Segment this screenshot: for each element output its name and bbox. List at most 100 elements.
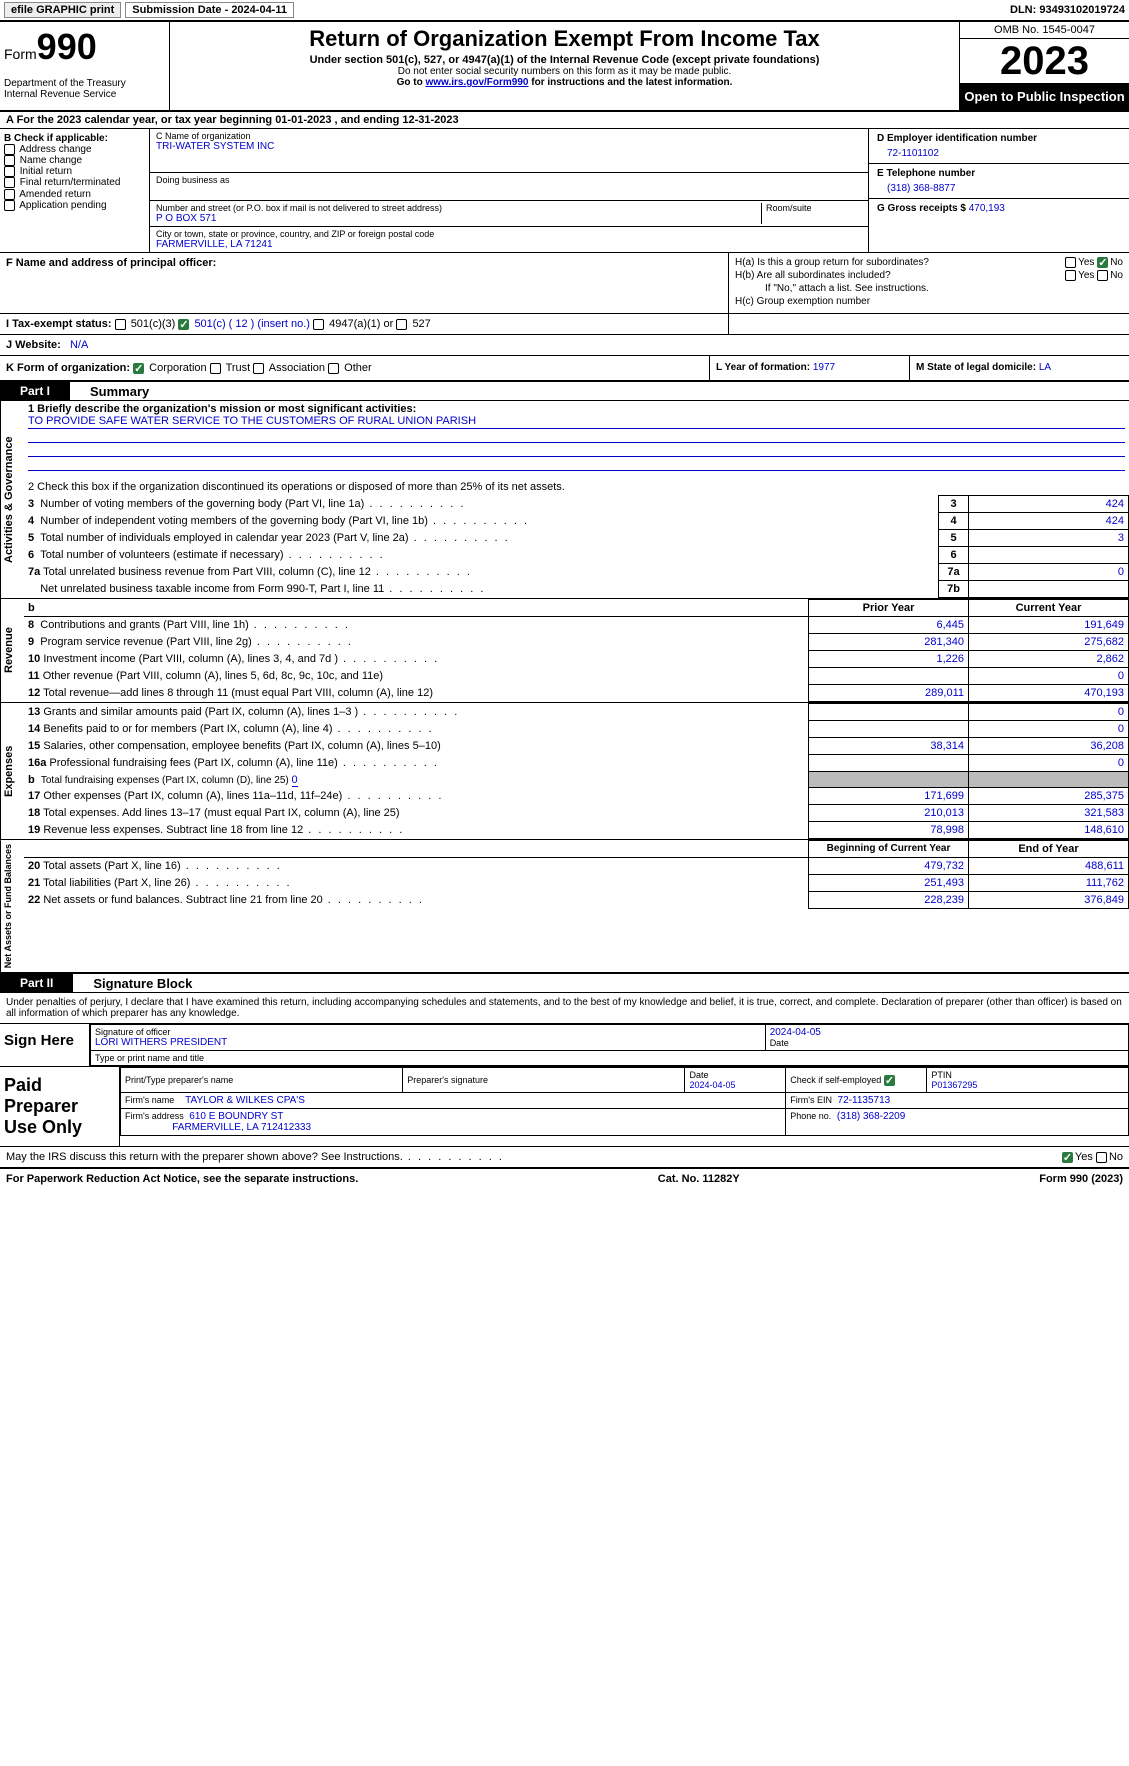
- chk-corporation[interactable]: [133, 363, 144, 374]
- l-value: 1977: [813, 362, 835, 373]
- begin-year-hdr: Beginning of Current Year: [809, 841, 969, 858]
- prep-date-cell: Date 2024-04-05: [685, 1068, 786, 1093]
- l-label: L Year of formation:: [716, 362, 813, 373]
- chk-final-return[interactable]: Final return/terminated: [4, 177, 145, 188]
- vtab-expenses: Expenses: [0, 703, 24, 839]
- firm-name-cell: Firm's name TAYLOR & WILKES CPA'S: [121, 1093, 786, 1109]
- paid-preparer-fields: Print/Type preparer's name Preparer's si…: [120, 1067, 1129, 1146]
- chk-527[interactable]: [396, 319, 407, 330]
- chk-501c3[interactable]: [115, 319, 126, 330]
- part-ii-tab: Part II: [0, 974, 73, 992]
- rev-row-10: 10 Investment income (Part VIII, column …: [24, 651, 1129, 668]
- ha-label: H(a) Is this a group return for subordin…: [735, 257, 929, 268]
- firm-addr-cell: Firm's address 610 E BOUNDRY ST FARMERVI…: [121, 1109, 786, 1136]
- discuss-yes-chk[interactable]: [1062, 1152, 1073, 1163]
- org-city: FARMERVILLE, LA 71241: [156, 239, 862, 250]
- mission-blank-1: [28, 429, 1125, 443]
- irs-link[interactable]: www.irs.gov/Form990: [425, 77, 528, 88]
- prep-name-hdr: Print/Type preparer's name: [121, 1068, 403, 1093]
- phone-header: E Telephone number: [877, 168, 1121, 179]
- section-m-state: M State of legal domicile: LA: [909, 356, 1129, 380]
- efile-print-button[interactable]: efile GRAPHIC print: [4, 2, 121, 18]
- hb-yes-chk[interactable]: [1065, 270, 1076, 281]
- mission-blank-2: [28, 443, 1125, 457]
- chk-trust[interactable]: [210, 363, 221, 374]
- row-k-l-m: K Form of organization: Corporation Trus…: [0, 356, 1129, 382]
- top-bar: efile GRAPHIC print Submission Date - 20…: [0, 0, 1129, 22]
- h-a-line: H(a) Is this a group return for subordin…: [735, 257, 1123, 268]
- section-c-org-info: C Name of organization TRI-WATER SYSTEM …: [150, 129, 869, 252]
- hc-label: H(c) Group exemption number: [735, 296, 1123, 307]
- j-value: N/A: [70, 339, 88, 351]
- section-b-header: B Check if applicable:: [4, 133, 145, 144]
- gross-header: G Gross receipts $: [877, 203, 969, 214]
- part-ii-header: Part II Signature Block: [0, 974, 1129, 993]
- footer-mid: Cat. No. 11282Y: [658, 1173, 740, 1185]
- current-year-hdr: Current Year: [969, 600, 1129, 617]
- j-label: J Website:: [6, 339, 61, 351]
- submission-date: Submission Date - 2024-04-11: [125, 2, 294, 18]
- net-assets-table: Beginning of Current Year End of Year 20…: [24, 840, 1129, 972]
- rev-row-9: 9 Program service revenue (Part VIII, li…: [24, 634, 1129, 651]
- m-value: LA: [1039, 362, 1051, 373]
- section-bcd: B Check if applicable: Address change Na…: [0, 129, 1129, 252]
- header-right: OMB No. 1545-0047 2023 Open to Public In…: [959, 22, 1129, 110]
- form-note-goto: Go to www.irs.gov/Form990 for instructio…: [178, 77, 951, 88]
- chk-other[interactable]: [328, 363, 339, 374]
- discuss-row: May the IRS discuss this return with the…: [0, 1146, 1129, 1167]
- expenses-table: 13 Grants and similar amounts paid (Part…: [24, 703, 1129, 839]
- tax-year: 2023: [960, 39, 1129, 83]
- gov-row-3: 3 Number of voting members of the govern…: [24, 496, 1129, 513]
- mission-blank-3: [28, 457, 1125, 471]
- exp-row-16a: 16a Professional fundraising fees (Part …: [24, 755, 1129, 772]
- officer-label: F Name and address of principal officer:: [6, 257, 216, 269]
- chk-self-employed[interactable]: [884, 1075, 895, 1086]
- exp-row-16b: b Total fundraising expenses (Part IX, c…: [24, 772, 1129, 788]
- chk-association[interactable]: [253, 363, 264, 374]
- section-l-year: L Year of formation: 1977: [709, 356, 909, 380]
- chk-address-change[interactable]: Address change: [4, 144, 145, 155]
- department-label: Department of the Treasury Internal Reve…: [4, 78, 165, 100]
- header-left: Form990 Department of the Treasury Inter…: [0, 22, 170, 110]
- ha-yes-chk[interactable]: [1065, 257, 1076, 268]
- city-header: City or town, state or province, country…: [156, 229, 862, 239]
- chk-amended-return[interactable]: Amended return: [4, 189, 145, 200]
- net-row-20: 20 Total assets (Part X, line 16)479,732…: [24, 858, 1129, 875]
- chk-501c[interactable]: [178, 319, 189, 330]
- rev-header-row: b Prior Year Current Year: [24, 600, 1129, 617]
- chk-name-change[interactable]: Name change: [4, 155, 145, 166]
- form-prefix: Form: [4, 46, 37, 62]
- chk-initial-return[interactable]: Initial return: [4, 166, 145, 177]
- ha-no-chk[interactable]: [1097, 257, 1108, 268]
- gross-value: 470,193: [969, 203, 1005, 214]
- row-f-h: F Name and address of principal officer:…: [0, 252, 1129, 314]
- prior-year-hdr: Prior Year: [809, 600, 969, 617]
- m-label: M State of legal domicile:: [916, 362, 1039, 373]
- chk-4947[interactable]: [313, 319, 324, 330]
- gov-row-6: 6 Total number of volunteers (estimate i…: [24, 547, 1129, 564]
- gov-row-5: 5 Total number of individuals employed i…: [24, 530, 1129, 547]
- q2-label: 2 Check this box if the organization dis…: [28, 481, 565, 493]
- part-i-title: Summary: [70, 384, 149, 399]
- row-a-tax-year: A For the 2023 calendar year, or tax yea…: [0, 112, 1129, 129]
- chk-application-pending[interactable]: Application pending: [4, 200, 145, 211]
- officer-name: LORI WITHERS PRESIDENT: [95, 1037, 761, 1048]
- net-row-22: 22 Net assets or fund balances. Subtract…: [24, 892, 1129, 909]
- perjury-declaration: Under penalties of perjury, I declare th…: [0, 993, 1129, 1023]
- exp-row-13: 13 Grants and similar amounts paid (Part…: [24, 704, 1129, 721]
- signature-block: Under penalties of perjury, I declare th…: [0, 993, 1129, 1168]
- net-row-21: 21 Total liabilities (Part X, line 26)25…: [24, 875, 1129, 892]
- header-middle: Return of Organization Exempt From Incom…: [170, 22, 959, 110]
- sig-date-cell: 2024-04-05 Date: [765, 1025, 1128, 1051]
- form-990: 990: [37, 26, 97, 67]
- rev-row-8: 8 Contributions and grants (Part VIII, l…: [24, 617, 1129, 634]
- hb-no-chk[interactable]: [1097, 270, 1108, 281]
- org-name-header: C Name of organization: [156, 131, 862, 141]
- public-inspection: Open to Public Inspection: [960, 83, 1129, 110]
- form-subtitle: Under section 501(c), 527, or 4947(a)(1)…: [178, 54, 951, 66]
- type-name-hdr: Type or print name and title: [91, 1051, 1129, 1066]
- vtab-revenue: Revenue: [0, 599, 24, 702]
- discuss-no-chk[interactable]: [1096, 1152, 1107, 1163]
- room-header: Room/suite: [766, 203, 862, 213]
- phone-value: (318) 368-8877: [877, 179, 1121, 194]
